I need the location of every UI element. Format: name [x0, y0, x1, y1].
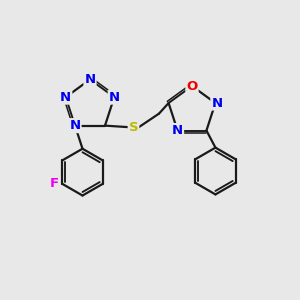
- Text: N: N: [211, 97, 222, 110]
- Text: N: N: [84, 73, 96, 86]
- Text: O: O: [186, 80, 198, 92]
- Text: N: N: [60, 91, 71, 103]
- Text: N: N: [109, 91, 120, 103]
- Text: N: N: [172, 124, 183, 137]
- Text: N: N: [69, 119, 81, 132]
- Text: S: S: [129, 121, 138, 134]
- Text: F: F: [50, 177, 59, 190]
